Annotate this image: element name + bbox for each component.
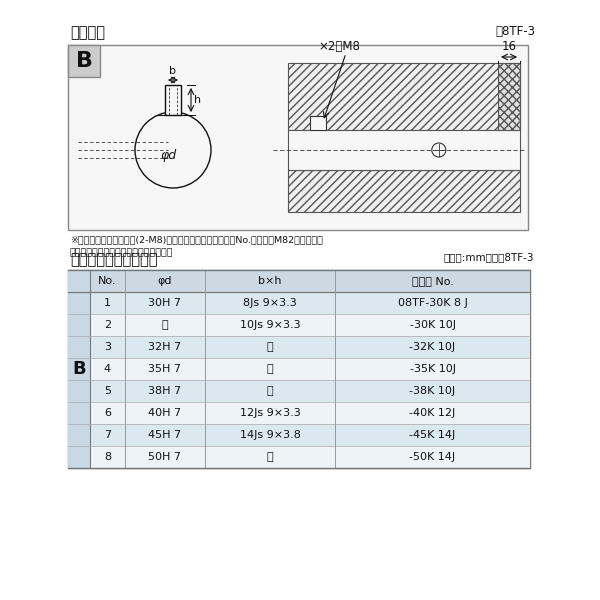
Text: 40H 7: 40H 7 <box>148 408 182 418</box>
Text: -40K 12J: -40K 12J <box>409 408 455 418</box>
Text: B: B <box>72 360 86 378</box>
Text: -38K 10J: -38K 10J <box>409 386 455 396</box>
Text: No.: No. <box>98 276 117 286</box>
Bar <box>90 380 530 402</box>
Text: 図8TF-3: 図8TF-3 <box>495 25 535 38</box>
Bar <box>90 402 530 424</box>
Bar <box>68 270 90 468</box>
Text: 8Js 9×3.3: 8Js 9×3.3 <box>243 298 297 308</box>
Text: 4: 4 <box>104 364 111 374</box>
Text: φd: φd <box>160 148 176 161</box>
Text: h: h <box>194 95 201 105</box>
Bar <box>90 270 530 292</box>
Text: コード No.: コード No. <box>412 276 454 286</box>
Bar <box>288 170 520 212</box>
Text: 〃: 〃 <box>266 386 274 396</box>
Text: 7: 7 <box>104 430 111 440</box>
Bar <box>90 446 530 468</box>
Text: 14Js 9×3.8: 14Js 9×3.8 <box>239 430 301 440</box>
Text: 35H 7: 35H 7 <box>149 364 182 374</box>
Text: φd: φd <box>158 276 172 286</box>
Text: b×h: b×h <box>258 276 282 286</box>
Text: 38H 7: 38H 7 <box>148 386 182 396</box>
Text: -32K 10J: -32K 10J <box>409 342 455 352</box>
Bar <box>90 424 530 446</box>
Text: 32H 7: 32H 7 <box>148 342 182 352</box>
Bar <box>288 130 520 170</box>
Text: 30H 7: 30H 7 <box>149 298 182 308</box>
Text: 12Js 9×3.3: 12Js 9×3.3 <box>239 408 301 418</box>
Text: ×2－M8: ×2－M8 <box>318 40 360 53</box>
Text: 6: 6 <box>104 408 111 418</box>
Bar <box>498 63 520 130</box>
Text: 10Js 9×3.3: 10Js 9×3.3 <box>239 320 301 330</box>
Bar <box>90 358 530 380</box>
Bar <box>90 292 530 314</box>
Text: 〃: 〃 <box>161 320 169 330</box>
Bar <box>90 336 530 358</box>
Text: b: b <box>170 66 176 76</box>
Text: 3: 3 <box>104 342 111 352</box>
Text: -50K 14J: -50K 14J <box>409 452 455 462</box>
Bar <box>68 45 100 77</box>
Text: -30K 10J: -30K 10J <box>409 320 455 330</box>
Text: 50H 7: 50H 7 <box>149 452 182 462</box>
Text: （単位:mm）　表8TF-3: （単位:mm） 表8TF-3 <box>443 252 534 262</box>
Text: -45K 14J: -45K 14J <box>409 430 455 440</box>
Text: 軸穴形状: 軸穴形状 <box>70 25 105 40</box>
Text: -35K 10J: -35K 10J <box>409 364 455 374</box>
Text: 5: 5 <box>104 386 111 396</box>
Text: 08TF-30K 8 J: 08TF-30K 8 J <box>398 298 467 308</box>
Bar <box>288 63 520 130</box>
Bar <box>310 116 326 130</box>
Text: 2: 2 <box>104 320 111 330</box>
Text: 〃: 〃 <box>266 342 274 352</box>
Text: B: B <box>76 51 92 71</box>
Bar <box>68 45 528 230</box>
Bar <box>90 314 530 336</box>
Text: 1: 1 <box>104 298 111 308</box>
Text: 軸穴形状コード一覧表: 軸穴形状コード一覧表 <box>70 252 157 267</box>
Bar <box>68 270 530 468</box>
Text: 8: 8 <box>104 452 111 462</box>
Text: 〃: 〃 <box>266 364 274 374</box>
Text: 16: 16 <box>502 40 517 53</box>
Text: 45H 7: 45H 7 <box>148 430 182 440</box>
Text: 〃: 〃 <box>266 452 274 462</box>
Text: ※セットボルト用タップ(2-M8)が必要な場合は右記コードNo.の末尾にM82を付ける。: ※セットボルト用タップ(2-M8)が必要な場合は右記コードNo.の末尾にM82を… <box>70 235 323 244</box>
Bar <box>165 85 181 115</box>
Text: （セットボルトは付属されています。）: （セットボルトは付属されています。） <box>70 248 173 257</box>
